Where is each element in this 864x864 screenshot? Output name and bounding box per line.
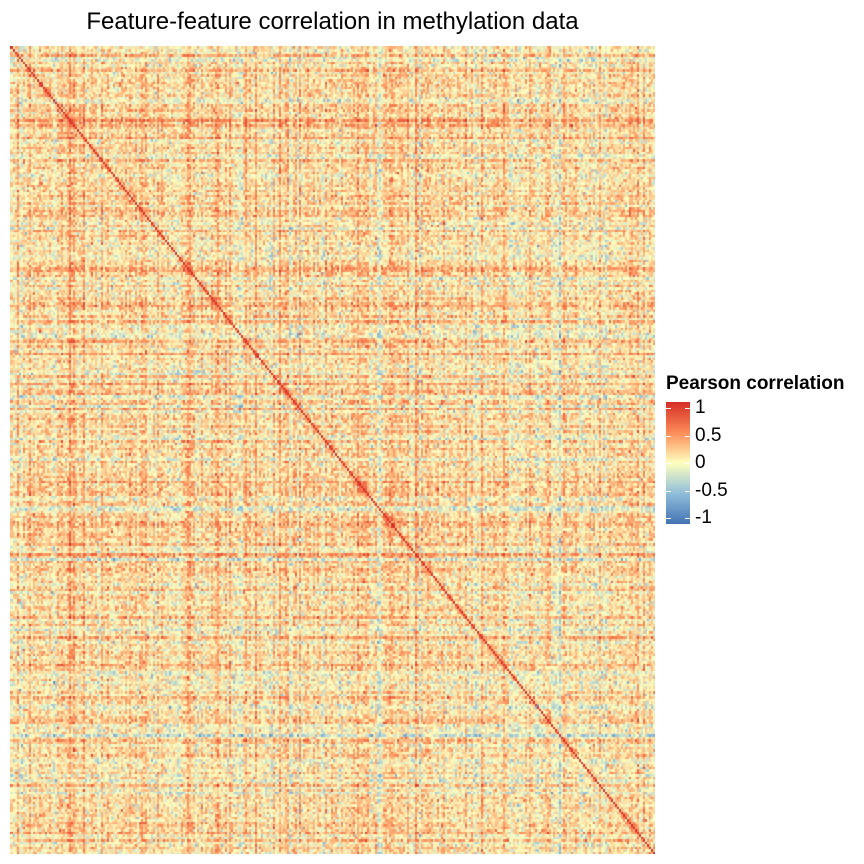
legend-tick-mark	[666, 408, 671, 409]
legend-tick-mark	[685, 463, 690, 464]
legend-tick-mark	[666, 463, 671, 464]
color-legend: Pearson correlation 1 0.5 0 -0.5 -1	[666, 373, 862, 533]
legend-tick-mark	[666, 518, 671, 519]
legend-tick-mark	[666, 491, 671, 492]
legend-tick-mark	[685, 436, 690, 437]
legend-title: Pearson correlation	[666, 373, 845, 394]
heatmap-plot-area	[10, 46, 655, 854]
legend-tick-label: -0.5	[695, 480, 728, 501]
chart-title: Feature-feature correlation in methylati…	[86, 8, 579, 35]
legend-tick-label: -1	[695, 507, 712, 528]
legend-tick-mark	[685, 491, 690, 492]
legend-tick-mark	[666, 436, 671, 437]
legend-tick-mark	[685, 408, 690, 409]
legend-tick-label: 0.5	[695, 425, 722, 446]
legend-tick-mark	[685, 518, 690, 519]
legend-tick-label: 0	[695, 452, 706, 473]
legend-tick-label: 1	[695, 397, 706, 418]
correlation-heatmap	[10, 46, 655, 854]
